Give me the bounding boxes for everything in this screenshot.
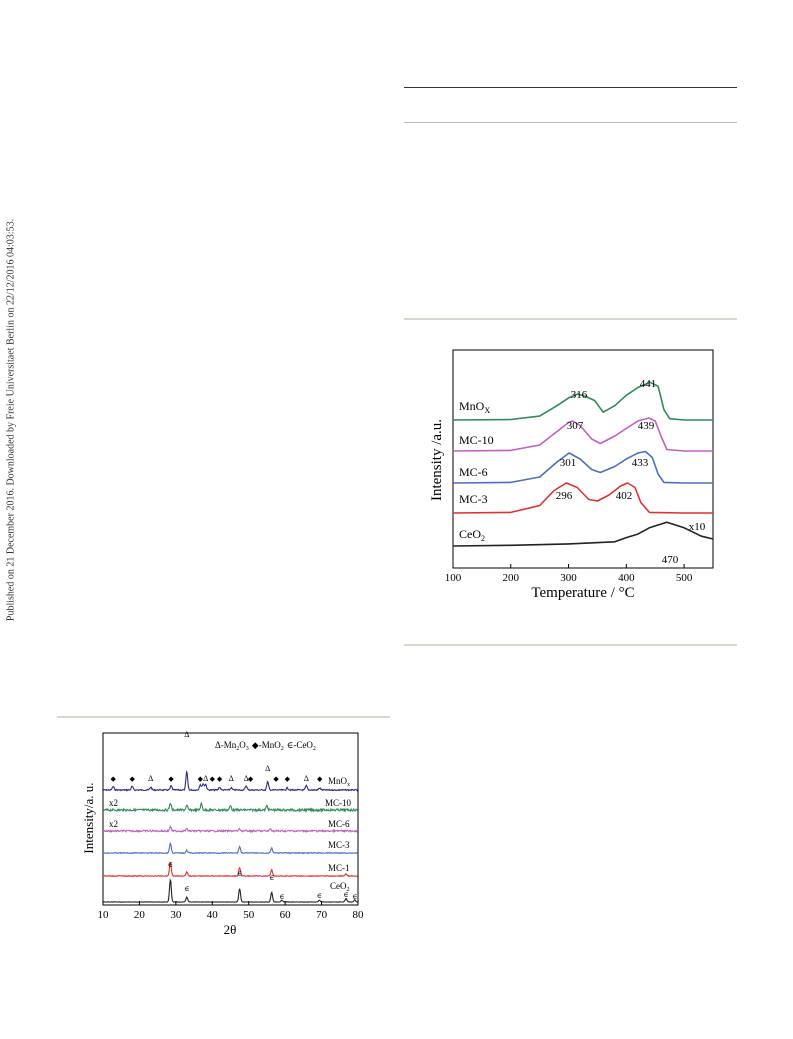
figure-top-rule [404,318,737,320]
tpr-series-mnox [452,381,713,421]
figure-bottom-rule [404,644,737,646]
xrd-figure-rule [57,716,390,718]
tpr-peak-mc6-1: 301 [560,457,577,469]
tpr-peak-mc10-2: 439 [638,420,655,432]
tpr-plot-frame [452,349,714,569]
tpr-series-ceo2 [452,521,714,547]
tpr-series-mc-3 [452,482,713,514]
tpr-label-mnox-sub: X [484,406,490,415]
tpr-x-ticks: 100 200 300 400 500 [445,564,693,584]
tpr-peak-mc3-1: 296 [556,490,573,502]
tpr-label-mnox-main: MnO [459,399,485,413]
top-rule [404,87,737,88]
tpr-scale-note: x10 [689,521,706,533]
tpr-peak-mc3-2: 402 [616,490,633,502]
tpr-label-mc6: MC-6 [459,465,488,479]
tpr-y-axis-label: Intensity /a.u. [429,419,445,501]
tpr-x-tick-label: 200 [503,572,520,584]
tpr-x-tick-label: 100 [445,572,462,584]
tpr-label-mc10: MC-10 [459,433,494,447]
tpr-series-mc-10 [452,417,713,452]
tpr-series-mc-6 [452,450,713,484]
tpr-peak-mc6-2: 433 [632,457,649,469]
tpr-curves [452,381,714,547]
table-rule [404,122,737,123]
tpr-x-axis-label: Temperature / °C [531,585,634,601]
tpr-label-ceo2-main: CeO [459,527,481,541]
tpr-peak-mnox-1: 316 [571,389,588,401]
tpr-peak-ceo2-1: 470 [662,554,679,566]
tpr-x-tick-label: 500 [676,572,693,584]
tpr-label-ceo2-sub: 2 [481,534,485,543]
tpr-peak-mc10-1: 307 [567,420,584,432]
tpr-x-tick-label: 400 [618,572,635,584]
tpr-x-tick-label: 300 [560,572,577,584]
tpr-label-mc3: MC-3 [459,492,488,506]
tpr-label-mnox: MnOX [459,399,490,415]
tpr-label-ceo2: CeO2 [459,527,485,543]
tpr-peak-mnox-2: 441 [640,378,657,390]
